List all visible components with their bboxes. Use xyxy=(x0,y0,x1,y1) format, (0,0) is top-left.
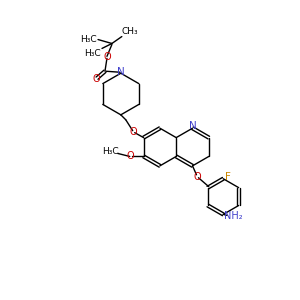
Text: O: O xyxy=(130,127,137,137)
Text: H₃C: H₃C xyxy=(84,49,100,58)
Text: CH₃: CH₃ xyxy=(122,27,138,36)
Text: O: O xyxy=(127,152,134,161)
Text: H₃C: H₃C xyxy=(103,147,119,156)
Text: F: F xyxy=(225,172,231,182)
Text: H₃C: H₃C xyxy=(80,35,96,44)
Text: O: O xyxy=(92,74,100,84)
Text: N: N xyxy=(189,121,196,131)
Text: O: O xyxy=(194,172,201,182)
Text: NH₂: NH₂ xyxy=(224,212,242,221)
Text: N: N xyxy=(117,67,125,77)
Text: O: O xyxy=(103,52,111,62)
